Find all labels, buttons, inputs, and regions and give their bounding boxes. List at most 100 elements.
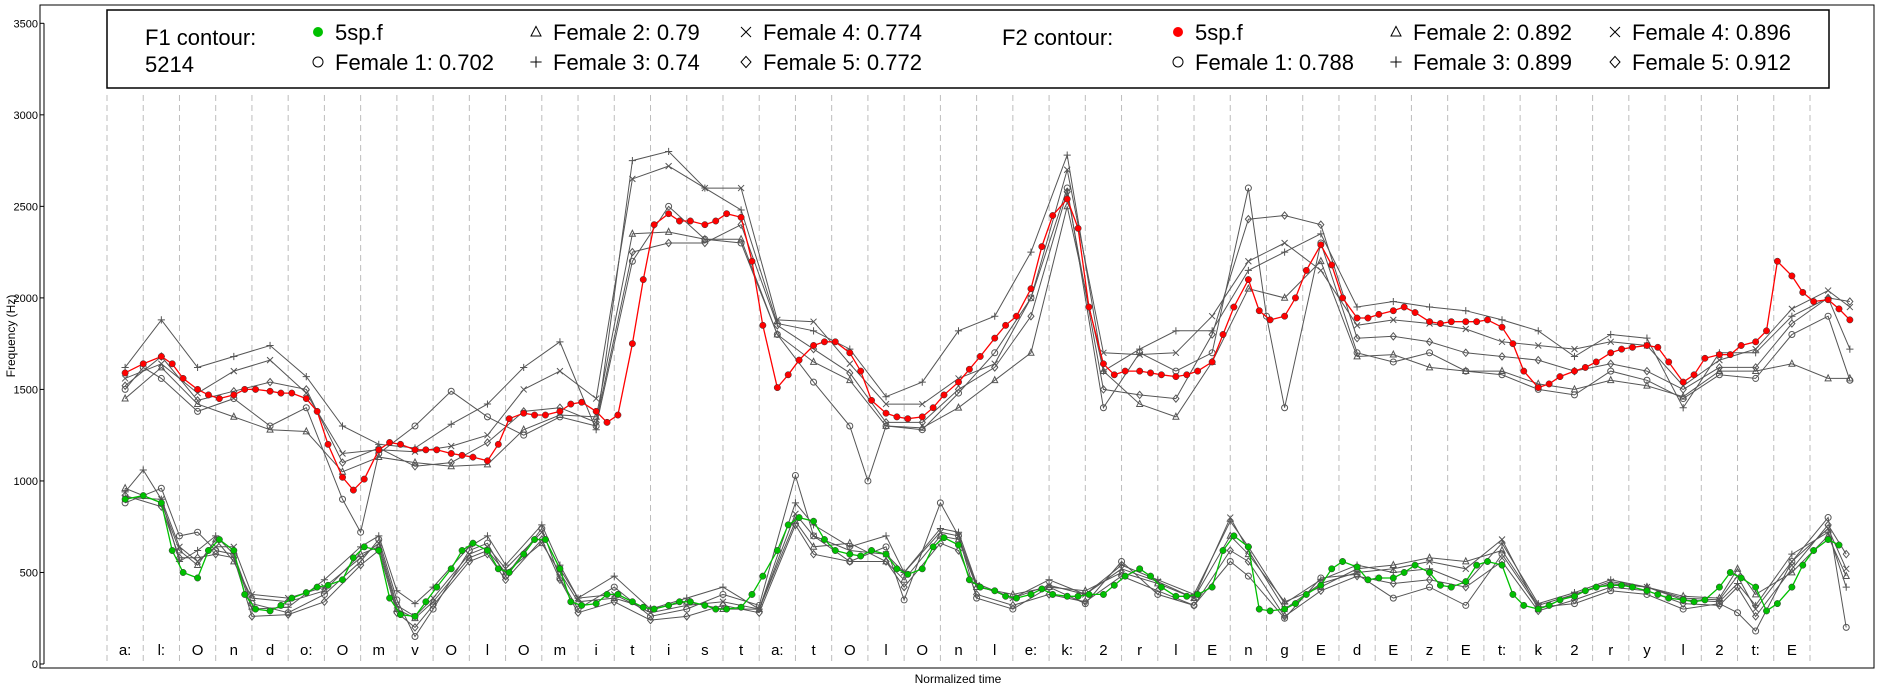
data-point	[1266, 607, 1274, 615]
data-point	[1121, 572, 1129, 580]
data-point	[1389, 560, 1398, 569]
data-point	[1389, 579, 1397, 588]
data-point	[175, 553, 184, 563]
data-point	[1607, 359, 1615, 369]
data-point	[810, 532, 817, 540]
data-point	[277, 389, 285, 397]
y-tick-label: 1500	[14, 384, 38, 396]
legend-entry: Female 3: 0.899	[1390, 50, 1572, 75]
data-point	[1824, 373, 1832, 382]
data-point	[1426, 349, 1434, 357]
data-point	[1679, 392, 1687, 400]
data-point	[1484, 316, 1491, 324]
data-point	[748, 590, 756, 598]
data-point	[1643, 381, 1651, 389]
data-point	[1172, 349, 1180, 357]
data-point	[719, 583, 727, 591]
data-point	[773, 547, 781, 554]
data-point	[447, 458, 455, 468]
data-point	[882, 557, 890, 566]
data-point	[1607, 581, 1615, 589]
data-point	[1498, 338, 1506, 346]
legend-entry-label: Female 4: 0.896	[1632, 20, 1791, 45]
data-point	[918, 413, 926, 421]
data-point	[505, 569, 513, 576]
data-point	[505, 415, 513, 423]
data-point	[1447, 318, 1455, 326]
data-point	[578, 601, 586, 609]
data-point	[212, 532, 220, 540]
data-point	[900, 575, 908, 583]
data-point	[1353, 333, 1361, 343]
data-point	[1737, 342, 1745, 349]
data-point	[530, 25, 542, 37]
data-point	[447, 387, 455, 395]
data-point	[1002, 592, 1010, 600]
data-point	[1461, 556, 1470, 565]
data-point	[628, 247, 637, 257]
data-point	[1045, 581, 1053, 589]
data-point	[447, 442, 455, 450]
data-point	[1244, 543, 1252, 551]
data-point	[386, 439, 394, 446]
data-point	[1317, 256, 1325, 265]
data-point	[857, 367, 865, 375]
data-point	[1194, 367, 1202, 375]
data-point	[664, 227, 673, 235]
data-point	[1364, 576, 1372, 584]
data-point	[458, 547, 466, 554]
segment-label: v	[411, 642, 419, 659]
data-point	[1425, 362, 1434, 371]
data-point	[1262, 312, 1270, 320]
data-point	[193, 560, 202, 569]
segment-label: 2	[1715, 642, 1723, 659]
data-point	[1266, 316, 1274, 324]
data-point	[1751, 589, 1760, 598]
segment-label: o:	[300, 642, 313, 659]
data-point	[1751, 366, 1760, 375]
segment-label: t:	[1751, 642, 1759, 659]
data-point	[1520, 367, 1528, 375]
data-point	[1570, 384, 1579, 393]
data-point	[1339, 294, 1347, 302]
data-point	[312, 56, 324, 68]
data-point	[773, 316, 781, 324]
data-point	[1462, 325, 1470, 333]
data-point	[175, 532, 183, 540]
data-point	[520, 363, 528, 372]
data-point	[520, 550, 528, 558]
data-point	[1194, 590, 1202, 598]
data-point	[1701, 596, 1709, 604]
data-point	[230, 352, 238, 361]
data-point	[520, 386, 528, 393]
data-point	[1085, 303, 1093, 311]
data-point	[168, 360, 176, 368]
data-point	[1752, 583, 1760, 591]
data-point	[1734, 609, 1742, 617]
segment-label: k:	[1061, 642, 1073, 659]
data-point	[121, 385, 129, 393]
data-point	[1009, 601, 1017, 610]
data-point	[1773, 600, 1781, 608]
data-point	[737, 206, 745, 214]
data-point	[864, 477, 872, 485]
data-point	[1038, 585, 1046, 593]
data-point	[868, 547, 875, 554]
data-point	[936, 524, 944, 533]
data-point	[1461, 366, 1470, 375]
data-point	[360, 543, 368, 551]
data-point	[176, 543, 183, 551]
data-point	[1230, 303, 1238, 311]
data-point	[603, 418, 611, 426]
data-point	[1280, 293, 1289, 301]
data-point	[349, 554, 357, 562]
data-point	[773, 320, 781, 330]
data-point	[1763, 327, 1770, 335]
data-point	[1498, 323, 1506, 331]
data-point	[313, 407, 321, 415]
data-point	[1534, 327, 1542, 335]
data-point	[324, 581, 332, 589]
legend-entry: Female 4: 0.774	[740, 20, 922, 45]
legend-f2-title: F2 contour:	[1002, 25, 1113, 50]
data-point	[990, 375, 999, 384]
